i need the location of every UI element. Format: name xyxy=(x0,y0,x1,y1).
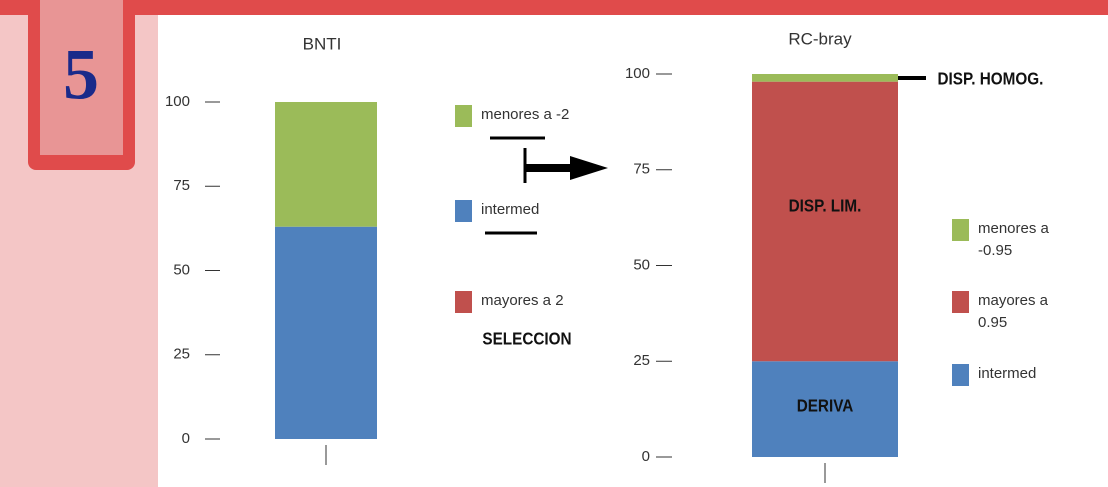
legend-label: intermed xyxy=(978,365,1037,382)
legend-label: intermed xyxy=(481,201,540,218)
legend-swatch xyxy=(952,291,969,313)
legend-swatch xyxy=(952,219,969,241)
y-tick-label: 50 xyxy=(633,256,650,273)
arrow-head xyxy=(570,156,608,180)
annotation: DERIVA xyxy=(797,396,854,416)
y-tick-label: 25 xyxy=(633,352,650,369)
bar-segment xyxy=(275,226,377,439)
legend-label-box: mayores a 0.95 xyxy=(978,292,1049,331)
legend-label: mayores a 2 xyxy=(481,292,564,309)
legend-swatch xyxy=(952,364,969,386)
annotation: DISP. LIM. xyxy=(789,196,862,216)
legend-label: mayores a 0.95 xyxy=(978,292,1049,331)
y-tick-label: 0 xyxy=(642,448,650,465)
legend-swatch xyxy=(455,105,472,127)
chart-title: BNTI xyxy=(303,34,342,53)
legend-label-box: mayores a 2 xyxy=(481,292,564,309)
legend-swatch xyxy=(455,200,472,222)
annotation: SELECCION xyxy=(482,329,571,349)
badge-inner xyxy=(40,0,123,155)
bar-segment xyxy=(275,102,377,227)
y-tick-label: 75 xyxy=(173,177,190,194)
bar-segment xyxy=(752,74,898,82)
chart-title: RC-bray xyxy=(788,29,852,48)
y-tick-label: 100 xyxy=(165,93,190,110)
legend-swatch xyxy=(455,291,472,313)
legend-label: menores a -2 xyxy=(481,106,570,123)
y-tick-label: 100 xyxy=(625,65,650,82)
legend-label-box: menores a -2 xyxy=(481,106,570,123)
badge-number: 5 xyxy=(63,35,99,115)
legend-label-box: intermed xyxy=(978,365,1037,382)
legend-label: menores a -0.95 xyxy=(978,220,1049,259)
y-tick-label: 0 xyxy=(182,430,190,447)
bar-segment xyxy=(752,81,898,362)
legend-label-box: intermed xyxy=(481,201,540,218)
y-tick-label: 25 xyxy=(173,346,190,363)
legend-label-box: menores a -0.95 xyxy=(978,220,1049,259)
top-band xyxy=(0,0,1108,15)
bar-segment xyxy=(752,361,898,457)
annotation: DISP. HOMOG. xyxy=(938,69,1044,89)
y-tick-label: 75 xyxy=(633,161,650,178)
y-tick-label: 50 xyxy=(173,261,190,278)
